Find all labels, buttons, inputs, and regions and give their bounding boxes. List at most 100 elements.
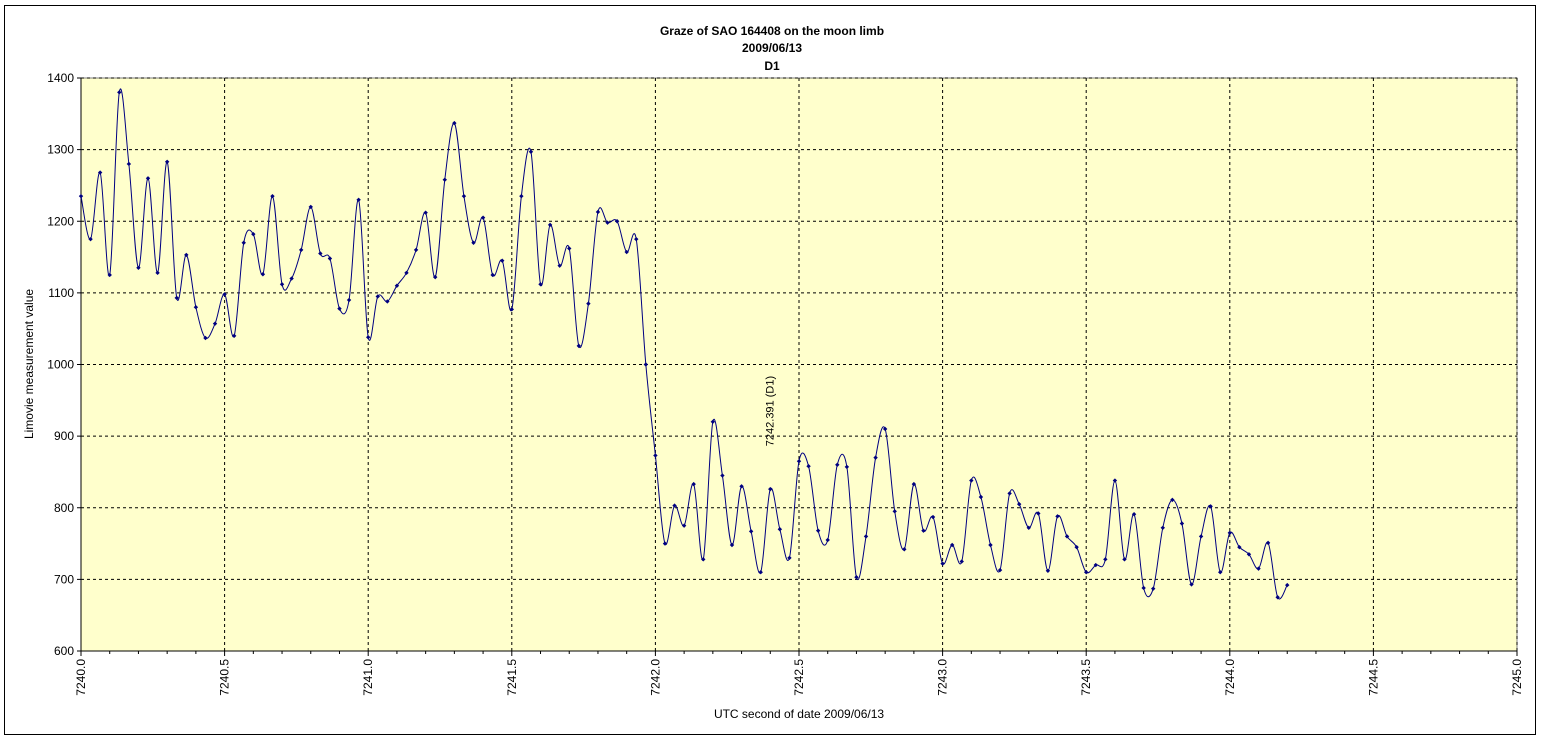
- data-point-marker: [442, 177, 447, 182]
- data-point-marker: [88, 236, 93, 242]
- data-point-marker: [433, 274, 438, 280]
- data-point-marker: [653, 453, 658, 458]
- data-point-marker: [308, 204, 313, 210]
- x-tick-label: 7244.5: [1366, 659, 1380, 696]
- data-point-marker: [365, 335, 371, 340]
- data-point-marker: [164, 159, 170, 165]
- data-point-marker: [662, 541, 668, 546]
- data-point-marker: [538, 282, 543, 287]
- data-point-marker: [557, 263, 562, 268]
- data-point-marker: [471, 240, 476, 245]
- data-point-marker: [327, 256, 333, 261]
- data-point-marker: [346, 297, 352, 303]
- data-point-marker: [902, 547, 907, 552]
- data-point-marker: [490, 272, 495, 278]
- data-point-marker: [212, 321, 218, 326]
- data-point-marker: [1083, 570, 1089, 575]
- y-tick-label: 1300: [47, 143, 74, 157]
- axes: [77, 77, 1518, 656]
- y-tick-label: 600: [54, 644, 74, 658]
- x-tick-label: 7241.0: [361, 659, 375, 696]
- data-point-marker: [231, 333, 237, 339]
- data-point-marker: [567, 246, 572, 251]
- data-point-marker: [251, 231, 256, 237]
- x-tick-label: 7245.0: [1510, 659, 1524, 696]
- data-point-marker: [681, 523, 687, 528]
- data-point-marker: [1208, 504, 1213, 509]
- series-layer: [78, 88, 1290, 600]
- tick-labels: 600 700 800 900 1000 1100 1200 1300 1400 7240.0 72…: [47, 71, 1524, 696]
- data-point-marker: [1122, 557, 1127, 562]
- data-point-marker: [758, 570, 763, 575]
- data-point-marker: [748, 529, 754, 534]
- data-point-marker: [260, 272, 266, 277]
- data-point-marker: [1237, 544, 1242, 550]
- data-point-marker: [1275, 595, 1280, 600]
- data-point-marker: [385, 299, 390, 304]
- data-point-marker: [528, 149, 534, 154]
- data-point-marker: [1189, 582, 1194, 587]
- data-point-marker: [1045, 568, 1051, 573]
- data-point-marker: [1170, 497, 1175, 503]
- data-point-marker: [1285, 582, 1290, 588]
- data-point-marker: [605, 220, 610, 225]
- data-point-marker: [825, 537, 830, 543]
- data-point-marker: [777, 527, 783, 532]
- data-point-marker: [413, 247, 419, 253]
- data-point-marker: [911, 481, 917, 487]
- data-point-marker: [1007, 491, 1012, 496]
- y-tick-label: 1000: [47, 358, 74, 372]
- x-axis-title: UTC second of date 2009/06/13: [714, 707, 884, 721]
- data-point-marker: [117, 90, 122, 95]
- data-point-marker: [1112, 478, 1118, 483]
- data-point-marker: [241, 240, 246, 245]
- data-point-marker: [337, 306, 342, 311]
- data-point-marker: [614, 219, 620, 224]
- data-point-marker: [1246, 552, 1252, 557]
- data-point-marker: [835, 462, 840, 467]
- annotation-layer: 7242.391 (D1): [765, 376, 777, 446]
- data-point-marker: [126, 161, 132, 167]
- data-point-marker: [624, 249, 629, 255]
- x-tick-label: 7242.0: [648, 659, 662, 696]
- data-point-marker: [959, 559, 964, 564]
- data-point-marker: [1093, 562, 1098, 568]
- data-point-marker: [404, 270, 409, 276]
- data-point-marker: [768, 486, 773, 492]
- data-point-marker: [806, 464, 811, 469]
- data-point-marker: [452, 120, 457, 126]
- title-line-1: Graze of SAO 164408 on the moon limb: [660, 24, 884, 38]
- data-point-marker: [739, 484, 744, 489]
- title-line-3: D1: [764, 59, 780, 73]
- data-point-marker: [136, 265, 141, 271]
- data-point-marker: [921, 528, 926, 533]
- data-point-marker: [949, 542, 955, 548]
- data-point-marker: [672, 503, 677, 508]
- data-point-marker: [978, 494, 984, 500]
- data-point-marker: [1141, 585, 1146, 591]
- data-point-marker: [184, 252, 189, 258]
- data-point-marker: [1218, 570, 1223, 575]
- data-point-marker: [1016, 501, 1022, 507]
- data-point-marker: [375, 294, 380, 299]
- data-point-marker: [222, 292, 227, 297]
- data-point-marker: [796, 458, 802, 464]
- data-point-marker: [643, 362, 649, 367]
- x-tick-label: 7241.5: [505, 659, 519, 696]
- chart-frame: Graze of SAO 164408 on the moon limb 200…: [4, 5, 1536, 735]
- x-tick-label: 7242.5: [792, 659, 806, 696]
- data-point-marker: [940, 561, 945, 566]
- data-point-marker: [997, 567, 1003, 573]
- data-point-marker: [318, 251, 323, 256]
- data-point-marker: [882, 426, 888, 432]
- data-point-marker: [461, 193, 467, 199]
- data-point-marker: [701, 557, 706, 562]
- data-point-marker: [500, 258, 505, 263]
- data-point-marker: [174, 295, 179, 301]
- data-point-marker: [356, 197, 361, 202]
- x-tick-label: 7243.0: [936, 659, 950, 696]
- data-point-marker: [480, 215, 486, 220]
- data-point-marker: [270, 193, 275, 199]
- data-point-marker: [1055, 514, 1060, 519]
- grid-lines: [81, 77, 1518, 651]
